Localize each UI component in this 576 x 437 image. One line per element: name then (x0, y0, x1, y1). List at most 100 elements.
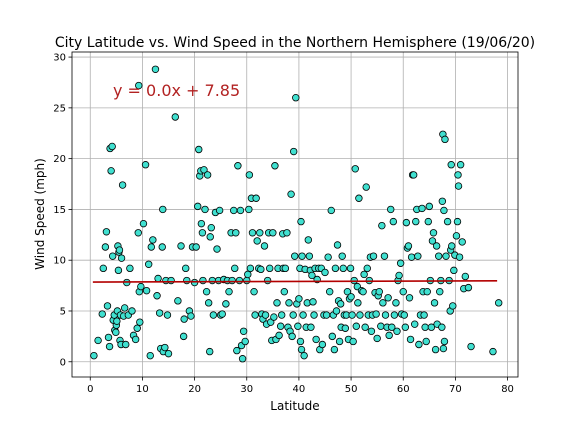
data-point (282, 265, 289, 272)
data-point (444, 218, 451, 225)
data-point (305, 237, 312, 244)
data-point (252, 312, 259, 319)
y-axis-ticks: 0 5 10 15 20 25 30 (53, 53, 72, 369)
data-point (325, 254, 332, 261)
data-point (276, 332, 283, 339)
data-point (455, 183, 462, 190)
data-point (198, 220, 205, 227)
data-point (385, 294, 392, 301)
data-point (148, 244, 155, 251)
x-tick-label: 80 (501, 384, 514, 395)
data-point (243, 277, 250, 284)
data-point (240, 328, 247, 335)
data-point (116, 247, 123, 254)
data-point (91, 352, 98, 359)
data-point (180, 333, 187, 340)
data-point (108, 168, 115, 175)
data-point (313, 336, 320, 343)
data-point (435, 253, 442, 260)
data-point (235, 162, 242, 169)
data-point (291, 253, 298, 260)
data-point (168, 277, 175, 284)
data-point (355, 300, 362, 307)
data-point (137, 319, 144, 326)
data-point (376, 288, 383, 295)
data-point (401, 312, 408, 319)
data-point (448, 161, 455, 168)
data-point (154, 292, 161, 299)
data-point (253, 195, 260, 202)
y-tick-label: 30 (53, 53, 66, 64)
data-point (415, 253, 422, 260)
data-point (164, 312, 171, 319)
data-point (299, 253, 306, 260)
data-point (152, 66, 159, 73)
data-point (118, 255, 125, 262)
data-point (301, 352, 308, 359)
data-point (99, 311, 106, 318)
data-point (239, 355, 246, 362)
data-point (209, 277, 216, 284)
data-point (448, 243, 455, 250)
data-point (426, 203, 433, 210)
data-point (262, 312, 269, 319)
data-point (386, 332, 393, 339)
data-point (231, 265, 238, 272)
data-point (127, 265, 134, 272)
data-point (439, 198, 446, 205)
data-point (406, 294, 413, 301)
data-point (277, 323, 284, 330)
data-point (100, 265, 107, 272)
data-point (495, 300, 502, 307)
data-point (347, 265, 354, 272)
data-point (361, 271, 368, 278)
data-point (308, 324, 315, 331)
data-point (226, 288, 233, 295)
data-point (332, 265, 339, 272)
data-point (156, 310, 163, 317)
data-point (193, 244, 200, 251)
data-point (109, 143, 116, 150)
data-point (264, 277, 271, 284)
data-point (443, 253, 450, 260)
data-point (295, 323, 302, 330)
data-point (329, 333, 336, 340)
data-point (433, 243, 440, 250)
x-tick-label: 0 (87, 384, 93, 395)
data-point (430, 229, 437, 236)
regression-line (93, 281, 497, 282)
y-tick-label: 15 (53, 205, 66, 216)
data-point (121, 305, 128, 312)
data-point (296, 295, 303, 302)
data-point (370, 253, 377, 260)
data-point (289, 333, 296, 340)
data-point (334, 242, 341, 249)
data-points (91, 66, 502, 362)
data-point (465, 284, 472, 291)
data-point (459, 239, 466, 246)
data-point (105, 334, 112, 341)
data-point (454, 218, 461, 225)
data-point (223, 301, 230, 308)
data-point (205, 300, 212, 307)
data-point (436, 288, 443, 295)
data-point (449, 303, 456, 310)
data-point (339, 253, 346, 260)
data-point (342, 325, 349, 332)
data-point (423, 338, 430, 345)
data-point (219, 311, 226, 318)
data-point (270, 229, 277, 236)
data-point (104, 303, 111, 310)
data-point (272, 162, 279, 169)
data-point (244, 271, 251, 278)
data-point (286, 300, 293, 307)
data-point (278, 312, 285, 319)
data-point (353, 323, 360, 330)
data-point (113, 329, 120, 336)
data-point (251, 288, 258, 295)
data-point (350, 338, 357, 345)
data-point (150, 237, 157, 244)
data-point (419, 205, 426, 212)
data-point (363, 184, 370, 191)
data-point (462, 273, 469, 280)
